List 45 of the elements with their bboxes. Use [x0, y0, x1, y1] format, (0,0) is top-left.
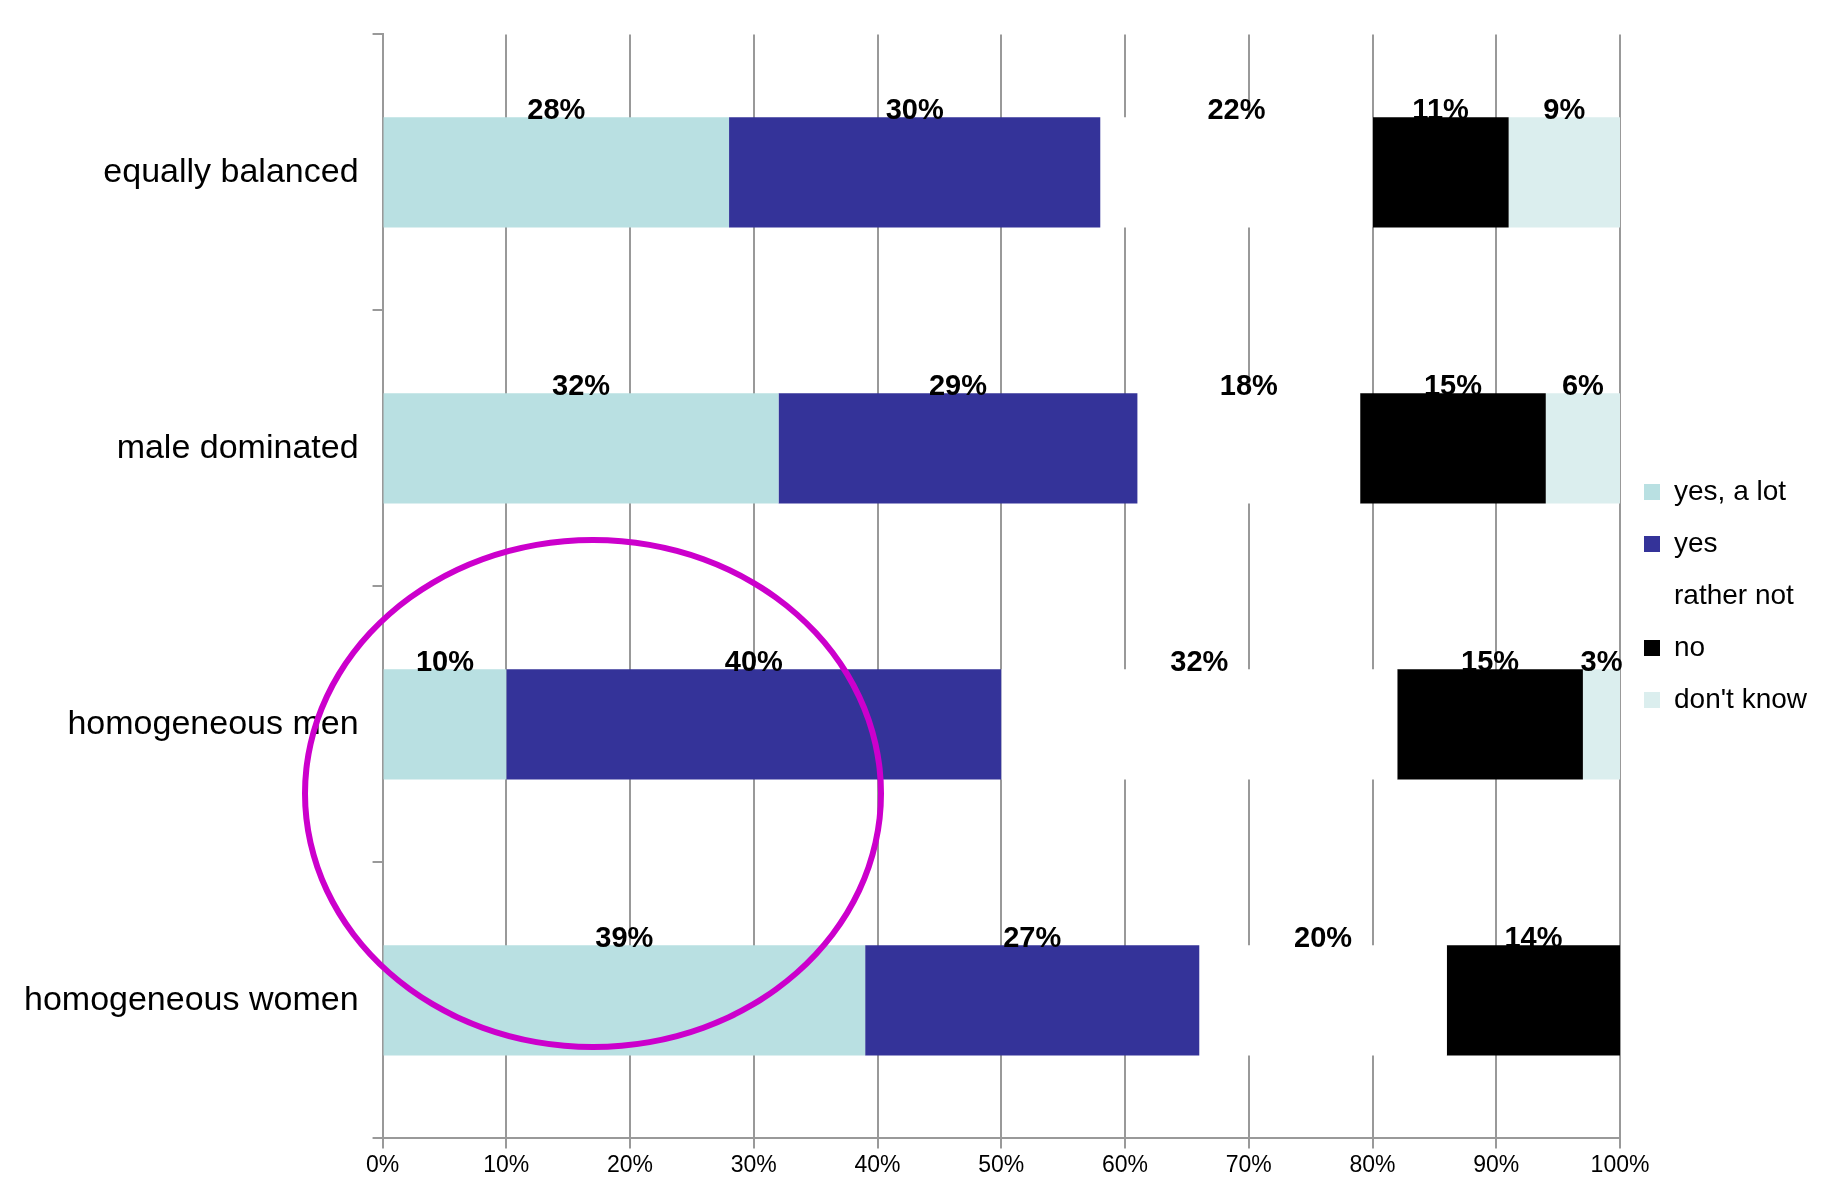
legend-label: yes	[1674, 526, 1718, 558]
x-tick-label: 80%	[1349, 1150, 1396, 1177]
y-tick-label: homogeneous women	[23, 978, 359, 1017]
data-label: 6%	[1561, 368, 1605, 401]
x-tick-label: 20%	[607, 1150, 654, 1177]
bar	[729, 117, 1101, 228]
text: rather not	[1674, 578, 1795, 610]
data-label: 32%	[1170, 644, 1229, 677]
x-tick-label: 10%	[483, 1150, 530, 1177]
data-label: 40%	[724, 644, 784, 677]
bar	[1508, 117, 1621, 228]
data-label: 22%	[1207, 92, 1266, 125]
data-label: 29%	[928, 368, 988, 401]
data-label: 3%	[1580, 644, 1623, 677]
bar	[383, 393, 779, 504]
data-label: 15%	[1461, 644, 1520, 677]
legend-label: don't know	[1674, 682, 1808, 714]
data-label: 20%	[1294, 920, 1353, 953]
data-label: 30%	[885, 92, 944, 125]
legend-label: yes, a lot	[1674, 474, 1787, 506]
y-tick-label: male dominated	[116, 426, 359, 465]
x-tick-label: 0%	[365, 1150, 400, 1177]
data-label: 10%	[415, 644, 475, 677]
data-label: 32%	[552, 368, 611, 401]
data-label: 39%	[595, 920, 654, 953]
x-tick-label: 70%	[1225, 1150, 1272, 1177]
x-tick-label: 40%	[854, 1150, 901, 1177]
bar	[383, 945, 866, 1056]
bar	[778, 393, 1138, 504]
y-tick-label: equally balanced	[103, 150, 359, 189]
x-tick-label: 60%	[1102, 1150, 1149, 1177]
legend-label: no	[1674, 630, 1706, 662]
data-label: 18%	[1219, 368, 1279, 401]
x-tick-label: 100%	[1590, 1150, 1650, 1177]
bar	[1582, 669, 1621, 780]
data-label: 28%	[527, 92, 586, 125]
data-label: 27%	[1003, 920, 1062, 953]
x-tick-label: 30%	[730, 1150, 777, 1177]
x-tick-label: 50%	[978, 1150, 1025, 1177]
bar	[1545, 393, 1621, 504]
bar	[383, 669, 507, 780]
x-tick-label: 90%	[1473, 1150, 1520, 1177]
bar	[865, 945, 1200, 1056]
bar	[383, 117, 730, 228]
data-label: 9%	[1543, 92, 1586, 125]
